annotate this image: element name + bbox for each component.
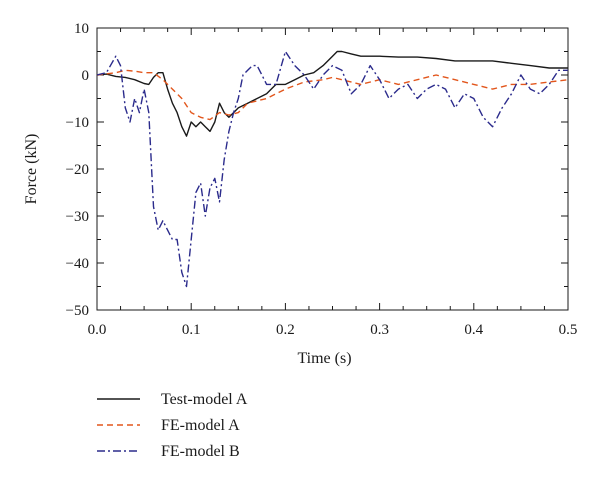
x-tick-label: 0.0 <box>88 322 107 338</box>
y-tick-label: −10 <box>66 115 89 131</box>
series-line-test-model-a <box>97 50 568 137</box>
x-tick-label: 0.3 <box>370 322 389 338</box>
y-tick-label: −50 <box>66 303 89 319</box>
y-tick-label: 10 <box>74 21 89 37</box>
y-tick-label: 0 <box>82 68 90 84</box>
y-tick-label: −30 <box>66 209 89 225</box>
legend-label-0: Test-model A <box>161 391 248 408</box>
plot-frame <box>96 27 569 311</box>
legend-label-2: FE-model B <box>161 443 240 460</box>
y-axis-title: Force (kN) <box>23 134 40 205</box>
x-tick-label: 0.1 <box>182 322 201 338</box>
x-axis-title: Time (s) <box>297 350 351 367</box>
x-tick-label: 0.2 <box>276 322 295 338</box>
y-tick-label: −40 <box>66 256 89 272</box>
x-tick-label: 0.4 <box>464 322 483 338</box>
legend-label-1: FE-model A <box>161 417 240 434</box>
x-tick-label: 0.5 <box>559 322 578 338</box>
y-tick-label: −20 <box>66 162 89 178</box>
series-line-fe-model-a <box>97 69 568 121</box>
